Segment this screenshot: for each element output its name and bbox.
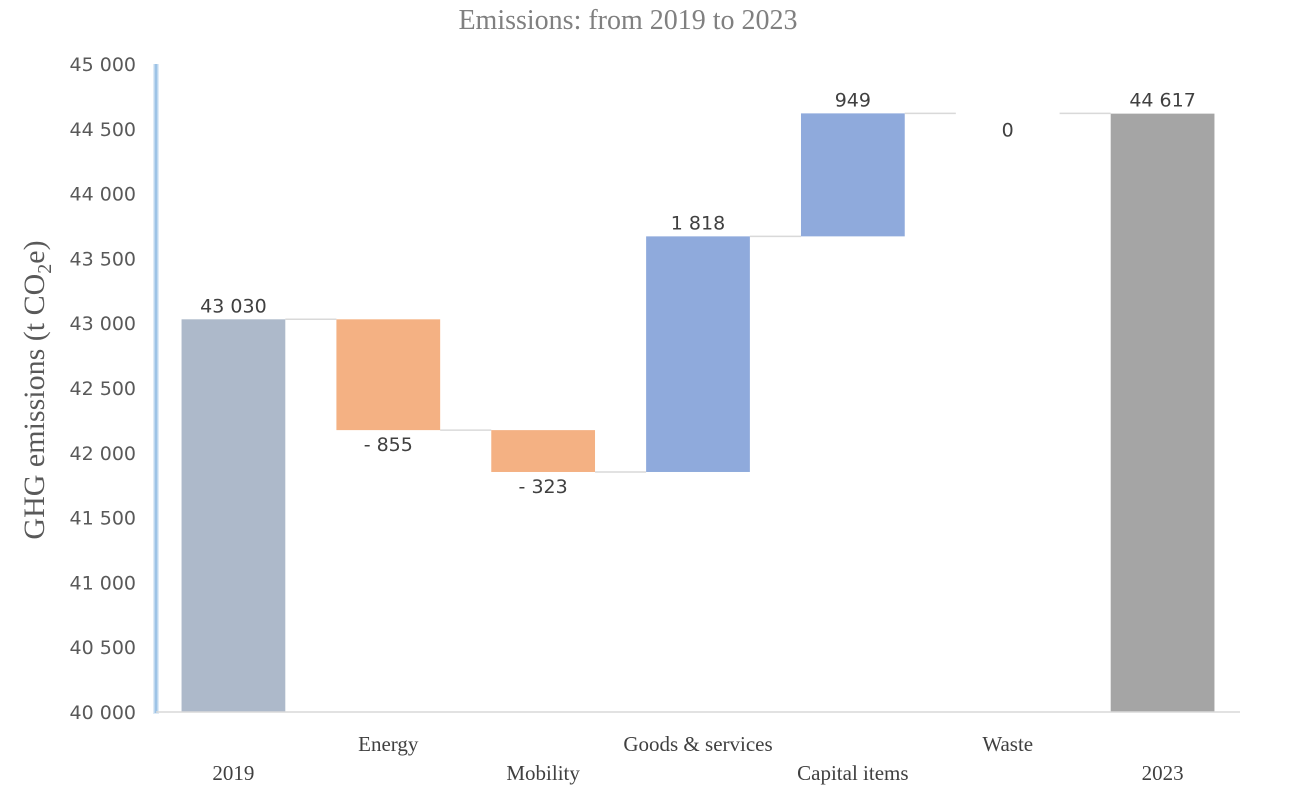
category-label: Waste [982, 732, 1033, 756]
category-label: 2023 [1142, 761, 1184, 785]
y-tick-label: 41 500 [70, 508, 136, 530]
connector-lines [285, 112, 1111, 473]
y-axis-label-subscript: 2 [34, 264, 56, 274]
bar-2019 [181, 319, 286, 712]
y-tick-label: 42 500 [70, 378, 136, 400]
chart-title: Emissions: from 2019 to 2023 [458, 5, 797, 36]
value-labels: 43 030 - 855 - 323 1 818 949 0 44 617 [200, 89, 1196, 498]
bar-mobility [491, 430, 596, 472]
value-label: 43 030 [200, 295, 266, 317]
bars [181, 113, 1215, 713]
y-axis-label: GHG emissions (t CO2e) [18, 240, 56, 539]
value-label: 1 818 [671, 212, 725, 234]
y-tick-label: 43 000 [70, 313, 136, 335]
value-label: - 855 [364, 434, 413, 456]
y-tick-label: 43 500 [70, 248, 136, 270]
y-tick-label: 40 500 [70, 637, 136, 659]
category-label: Goods & services [623, 732, 772, 756]
y-tick-label: 44 500 [70, 119, 136, 141]
category-label: Capital items [797, 761, 908, 785]
y-tick-label: 45 000 [70, 54, 136, 76]
y-axis-label-tail: e) [18, 240, 51, 263]
value-label: 0 [1002, 119, 1014, 141]
y-tick-label: 41 000 [70, 572, 136, 594]
bar-2023 [1110, 113, 1215, 713]
value-label: 949 [835, 89, 871, 111]
bar-capital-items [800, 113, 905, 237]
category-label: Energy [358, 732, 419, 756]
category-labels: 2019 Energy Mobility Goods & services Capita… [212, 732, 1183, 785]
category-label: Mobility [506, 761, 580, 785]
y-tick-label: 40 000 [70, 702, 136, 724]
y-tick-label: 44 000 [70, 184, 136, 206]
y-axis-label-main: GHG emissions (t CO [18, 274, 51, 540]
category-label: 2019 [212, 761, 254, 785]
value-label: - 323 [519, 476, 568, 498]
value-label: 44 617 [1129, 90, 1195, 112]
y-axis-ticks: 40 000 40 500 41 000 41 500 42 000 42 500 43 0… [70, 54, 136, 724]
bar-energy [336, 319, 441, 431]
bar-goods-services [646, 236, 750, 472]
y-tick-label: 42 000 [70, 443, 136, 465]
